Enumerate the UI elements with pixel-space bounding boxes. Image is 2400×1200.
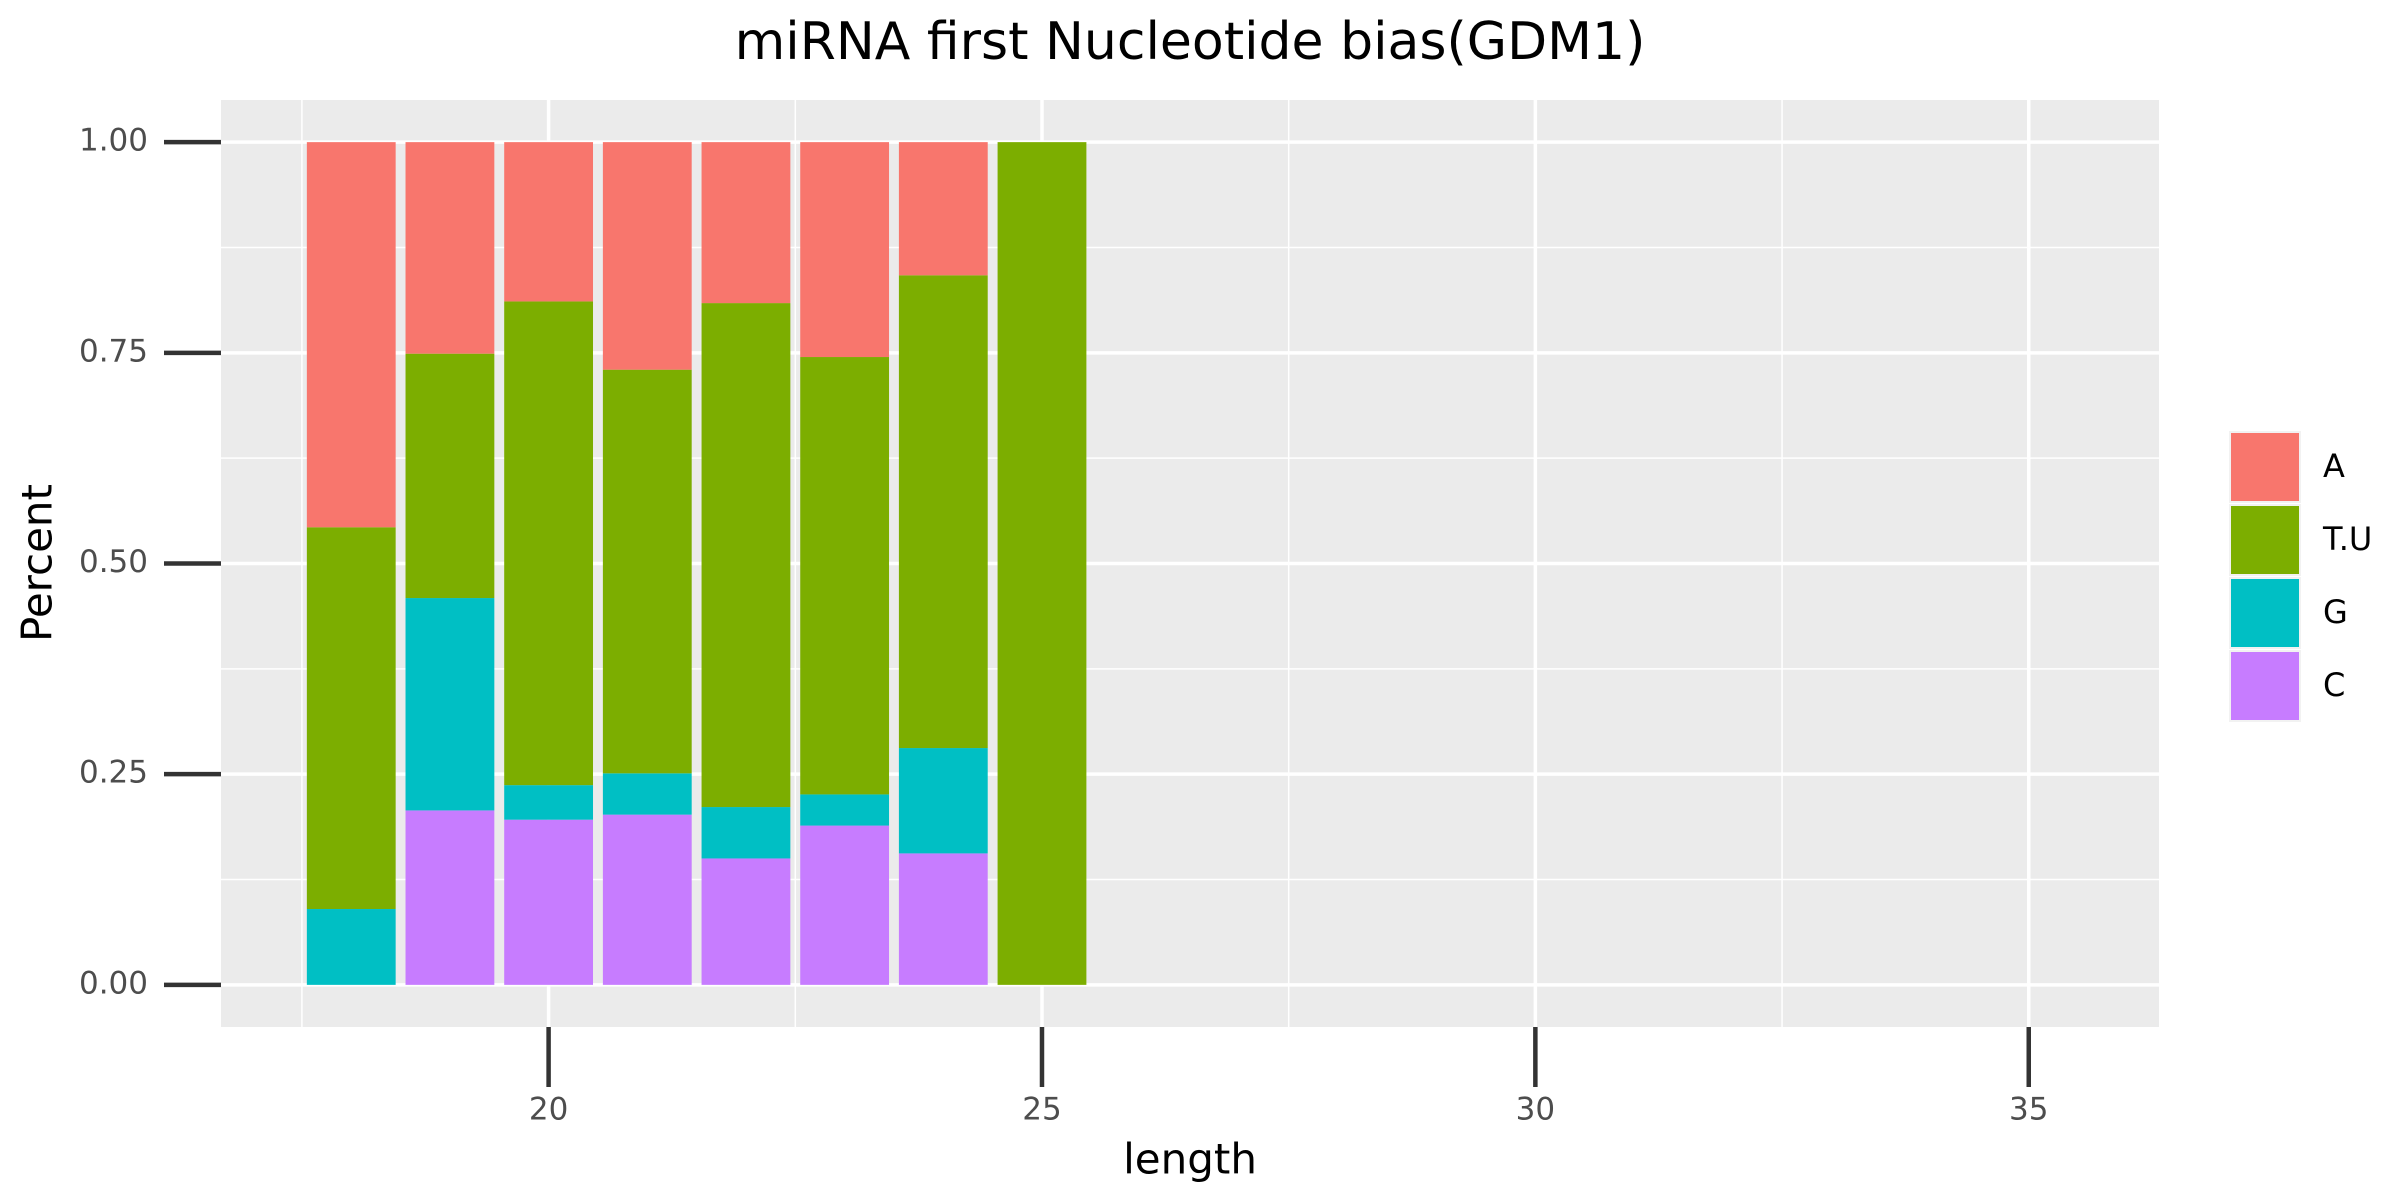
bar-segment — [504, 819, 594, 985]
x-tick-label: 20 — [529, 1092, 568, 1128]
bar-segment — [701, 858, 791, 985]
bar-segment — [898, 142, 988, 276]
bar-segment — [306, 142, 396, 528]
bar-segment — [405, 598, 495, 811]
y-tick-label: 0.50 — [79, 544, 148, 580]
y-tick-label: 0.00 — [79, 965, 148, 1001]
legend-swatch — [2231, 652, 2299, 720]
bar-segment — [800, 794, 890, 826]
chart-title: miRNA first Nucleotide bias(GDM1) — [735, 12, 1646, 72]
legend-label: T.U — [2322, 520, 2372, 558]
bar-segment — [898, 748, 988, 854]
y-tick-label: 1.00 — [79, 123, 148, 159]
bar-segment — [602, 369, 692, 774]
y-tick-label: 0.25 — [79, 755, 148, 791]
bar-segment — [800, 142, 890, 358]
bar-segment — [701, 303, 791, 808]
legend-label: A — [2323, 447, 2345, 485]
bar-segment — [898, 275, 988, 749]
bar-segment — [701, 142, 791, 304]
bar-segment — [504, 785, 594, 820]
bar-segment — [800, 825, 890, 985]
bar-segment — [701, 807, 791, 859]
bars — [306, 142, 1087, 985]
legend-swatch — [2231, 506, 2299, 574]
legend-label: G — [2323, 593, 2348, 631]
bar-segment — [800, 357, 890, 795]
bar-segment — [898, 853, 988, 985]
x-tick-label: 35 — [2009, 1092, 2048, 1128]
bar-segment — [504, 142, 594, 302]
bar-segment — [405, 810, 495, 985]
x-tick-label: 25 — [1022, 1092, 1061, 1128]
y-axis-title: Percent — [13, 484, 62, 642]
bar-segment — [306, 909, 396, 985]
legend-swatch — [2231, 433, 2299, 501]
bar-segment — [997, 142, 1087, 985]
bar-segment — [405, 353, 495, 599]
legend-swatch — [2231, 579, 2299, 647]
bar-segment — [504, 301, 594, 786]
bar-segment — [405, 142, 495, 354]
y-tick-label: 0.75 — [79, 333, 148, 369]
bar-segment — [602, 814, 692, 985]
bar-segment — [602, 142, 692, 370]
bar-segment — [602, 773, 692, 815]
x-tick-label: 30 — [1516, 1092, 1555, 1128]
bar-segment — [306, 527, 396, 910]
legend-label: C — [2323, 666, 2345, 704]
x-axis-title: length — [1123, 1135, 1257, 1184]
